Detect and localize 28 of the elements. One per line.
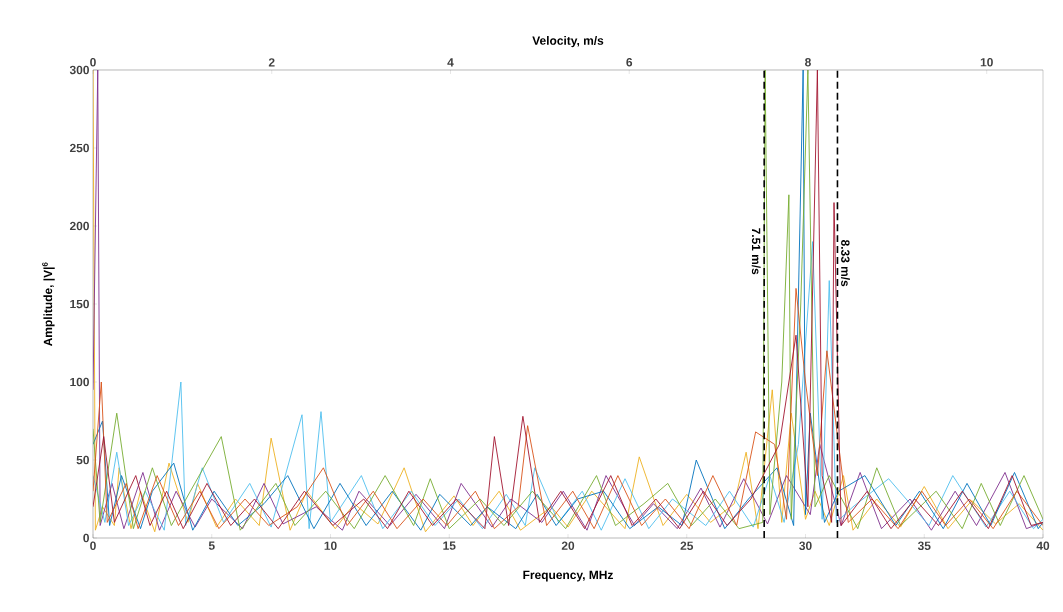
x-tick-label: 5: [208, 541, 215, 550]
y-tick-label: 250: [69, 143, 89, 153]
y-tick-label: 150: [70, 299, 89, 309]
x2-tick-label: 8: [805, 58, 811, 67]
x2-tick-label: 10: [980, 58, 993, 67]
line-series: [93, 287, 1044, 530]
y-tick-label: 0: [83, 533, 89, 543]
x2-tick-label: 4: [447, 58, 454, 67]
ref-line-label: 7.51 m/s: [751, 228, 761, 275]
x-tick-label: 40: [1036, 541, 1050, 550]
x-tick-label: 10: [324, 541, 337, 550]
x-axis-title: Frequency, MHz: [523, 570, 613, 582]
y-tick-label: 50: [76, 455, 89, 465]
x-tick-label: 25: [680, 541, 694, 550]
x-tick-label: 20: [561, 541, 575, 550]
x2-axis-title: Velocity, m/s: [532, 36, 604, 48]
y-axis-title: Amplitude, |V|$^{6}$: [42, 262, 55, 347]
x-tick-label: 0: [90, 541, 96, 550]
x-tick-label: 35: [917, 541, 931, 551]
y-tick-label: 200: [69, 221, 89, 231]
x-tick-label: 15: [443, 541, 456, 550]
y-tick-label: 300: [69, 65, 89, 75]
x-tick-label: 30: [799, 541, 812, 551]
y-tick-label: 100: [70, 377, 89, 387]
x2-tick-label: 6: [626, 58, 633, 67]
x2-tick-label: 0: [90, 58, 96, 67]
ref-line-label: 8.33 m/s: [840, 239, 850, 287]
x2-tick-label: 2: [268, 58, 275, 67]
